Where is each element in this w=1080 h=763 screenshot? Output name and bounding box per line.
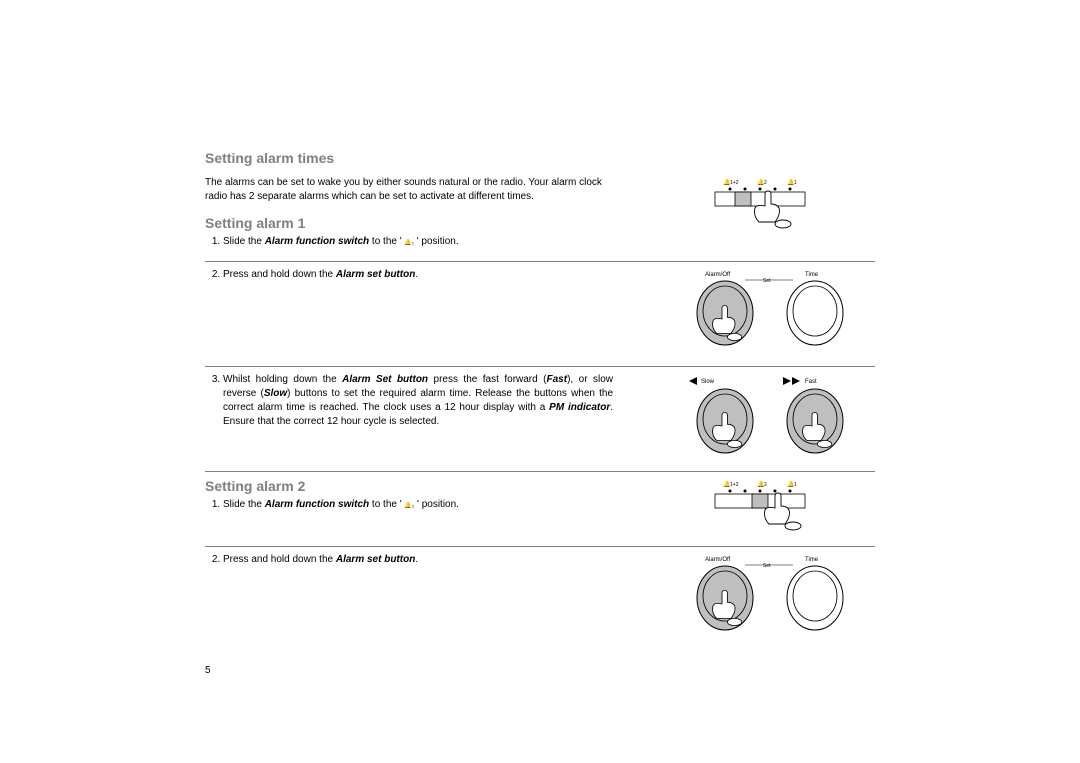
text: Slide the bbox=[223, 499, 265, 510]
bell-icon: 🔔₁ bbox=[404, 240, 414, 246]
knob-right bbox=[787, 281, 843, 345]
bold-text: Alarm set button bbox=[336, 269, 415, 280]
label-time: Time bbox=[805, 557, 819, 563]
intro-row: The alarms can be set to wake you by eit… bbox=[205, 170, 875, 262]
alarm2-step1: Slide the Alarm function switch to the '… bbox=[223, 498, 635, 512]
heading-main: Setting alarm times bbox=[205, 150, 875, 166]
text: Whilst holding down the bbox=[223, 374, 342, 385]
knob-left bbox=[697, 389, 753, 453]
label-12: 1+2 bbox=[730, 482, 739, 488]
bold-text: Alarm set button bbox=[336, 554, 415, 565]
label-2: 2 bbox=[764, 180, 767, 186]
bold-text: Alarm function switch bbox=[265, 236, 369, 247]
slow-arrow-icon bbox=[689, 377, 697, 385]
label-alarm-off: Alarm/Off bbox=[705, 557, 731, 563]
intro-text: The alarms can be set to wake you by eit… bbox=[205, 176, 605, 203]
text: . bbox=[415, 269, 418, 280]
bell-icon: 🔔₂ bbox=[404, 503, 414, 509]
bold-text: PM indicator bbox=[549, 402, 610, 413]
knob-diagram-set: Alarm/Off Time Set bbox=[675, 268, 875, 358]
label-2: 2 bbox=[764, 482, 767, 488]
knob-right bbox=[787, 566, 843, 630]
fast-arrow-icon bbox=[792, 377, 800, 385]
manual-page: Setting alarm times The alarms can be se… bbox=[205, 150, 875, 676]
label-set: Set bbox=[763, 278, 771, 284]
alarm1-step2: Press and hold down the Alarm set button… bbox=[223, 268, 635, 282]
alarm1-step1: Slide the Alarm function switch to the '… bbox=[223, 235, 635, 249]
text: to the ' bbox=[369, 499, 404, 510]
bold-text: Fast bbox=[547, 374, 568, 385]
label-1: 1 bbox=[794, 482, 797, 488]
text: Press and hold down the bbox=[223, 269, 336, 280]
knob-diagram-set-2: Alarm/Off Time Set bbox=[675, 553, 875, 643]
label-12: 1+2 bbox=[730, 180, 739, 186]
label-1: 1 bbox=[794, 180, 797, 186]
text: ' position. bbox=[414, 499, 459, 510]
label-alarm-off: Alarm/Off bbox=[705, 272, 731, 278]
bold-text: Alarm function switch bbox=[265, 499, 369, 510]
label-set: Set bbox=[763, 563, 771, 569]
page-number: 5 bbox=[205, 665, 875, 676]
knob-diagram-fastslow: Slow Fast bbox=[675, 373, 875, 463]
slider-knob bbox=[752, 494, 768, 508]
text: press the fast forward ( bbox=[428, 374, 546, 385]
text: Slide the bbox=[223, 236, 265, 247]
alarm2-step1-row: Setting alarm 2 Slide the Alarm function… bbox=[205, 472, 875, 547]
text: . bbox=[415, 554, 418, 565]
heading-alarm2: Setting alarm 2 bbox=[205, 478, 635, 494]
text: to the ' bbox=[369, 236, 404, 247]
switch-diagram-2: 🔔 1+2 🔔 2 🔔 1 bbox=[695, 478, 875, 538]
knob-right bbox=[787, 389, 843, 453]
slider-knob bbox=[735, 192, 751, 206]
alarm1-step3: Whilst holding down the Alarm Set button… bbox=[223, 373, 613, 429]
alarm1-step3-row: Whilst holding down the Alarm Set button… bbox=[205, 367, 875, 472]
alarm2-step2-row: Press and hold down the Alarm set button… bbox=[205, 547, 875, 651]
heading-alarm1: Setting alarm 1 bbox=[205, 215, 635, 231]
bold-text: Alarm Set button bbox=[342, 374, 428, 385]
label-fast: Fast bbox=[805, 379, 817, 385]
knob-left bbox=[697, 566, 753, 630]
alarm2-step2: Press and hold down the Alarm set button… bbox=[223, 553, 635, 567]
bold-text: Slow bbox=[264, 388, 287, 399]
text: Press and hold down the bbox=[223, 554, 336, 565]
label-slow: Slow bbox=[701, 379, 715, 385]
fast-arrow-icon bbox=[783, 377, 791, 385]
label-time: Time bbox=[805, 272, 819, 278]
alarm1-step2-row: Press and hold down the Alarm set button… bbox=[205, 262, 875, 367]
knob-left bbox=[697, 281, 753, 345]
text: ' position. bbox=[414, 236, 459, 247]
switch-diagram-1: 🔔 1+2 🔔 2 🔔 1 bbox=[695, 176, 875, 236]
